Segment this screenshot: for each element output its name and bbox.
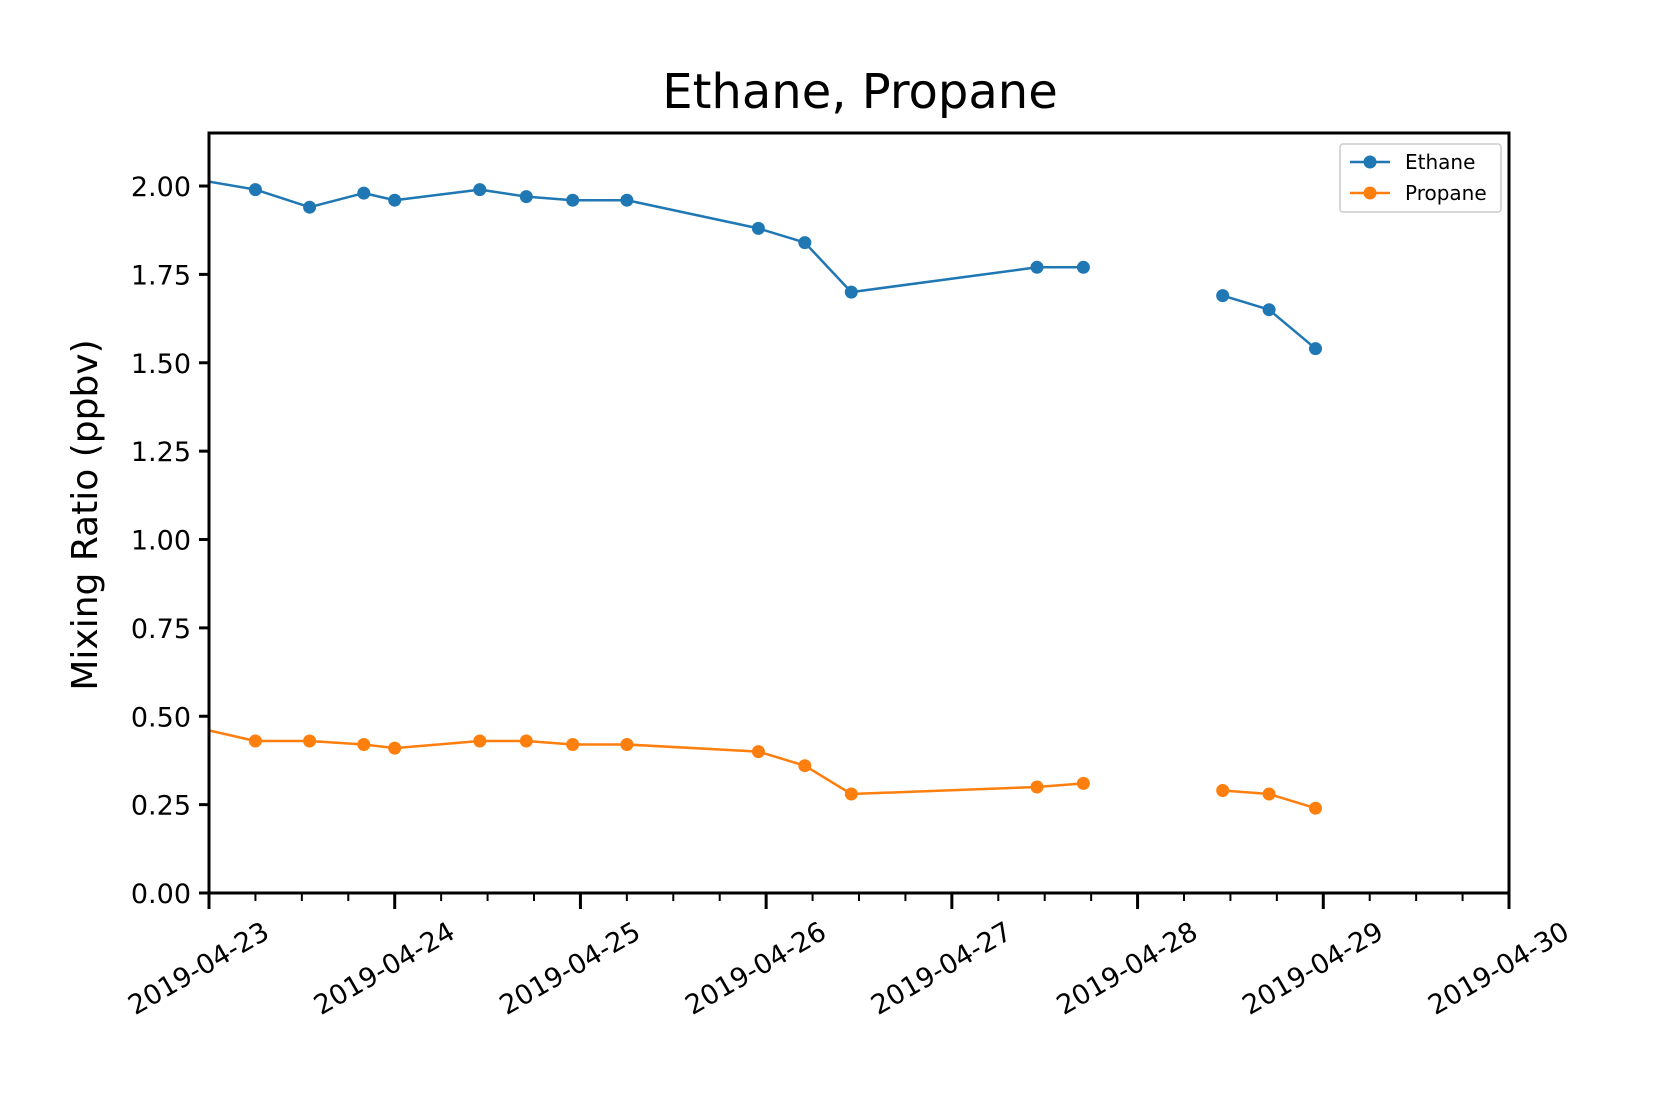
legend: Ethane Propane: [1339, 143, 1502, 213]
data-point-ethane: [519, 190, 533, 204]
data-point-propane: [1262, 787, 1276, 801]
data-point-ethane: [751, 221, 765, 235]
data-point-propane: [798, 759, 812, 773]
data-point-ethane: [1076, 260, 1090, 274]
y-axis-label: Mixing Ratio (ppbv): [65, 339, 106, 690]
y-tick-label: 1.25: [131, 437, 191, 468]
data-point-ethane: [473, 183, 487, 197]
y-tick-label: 2.00: [131, 172, 191, 203]
y-tick-label: 1.50: [131, 349, 191, 380]
data-point-propane: [844, 787, 858, 801]
y-tick-label: 1.75: [131, 260, 191, 291]
data-point-propane: [473, 734, 487, 748]
data-point-propane: [303, 734, 317, 748]
legend-label-ethane: Ethane: [1405, 150, 1475, 174]
series-ethane: [209, 180, 1322, 356]
legend-marker-ethane: [1363, 155, 1377, 169]
data-point-propane: [248, 734, 262, 748]
y-tick-label: 0.50: [131, 702, 191, 733]
data-point-propane: [751, 745, 765, 759]
data-point-ethane: [844, 285, 858, 299]
data-point-propane: [357, 738, 371, 751]
y-tick-label: 0.75: [131, 614, 191, 645]
data-point-ethane: [1216, 289, 1230, 303]
legend-marker-propane: [1363, 186, 1377, 200]
data-point-ethane: [357, 186, 371, 200]
data-point-ethane: [1309, 342, 1322, 356]
y-tick-label: 0.00: [131, 879, 191, 910]
data-point-propane: [1030, 780, 1044, 794]
data-point-ethane: [566, 193, 580, 207]
legend-label-propane: Propane: [1405, 181, 1487, 205]
data-point-propane: [1309, 801, 1322, 815]
data-point-ethane: [248, 183, 262, 197]
data-point-propane: [1076, 776, 1090, 790]
y-tick-label: 0.25: [131, 791, 191, 822]
data-point-propane: [1216, 784, 1230, 797]
y-tick-label: 1.00: [131, 526, 191, 557]
data-point-ethane: [798, 236, 812, 250]
plot-area-frame: [207, 131, 1511, 895]
data-point-ethane: [620, 193, 634, 207]
series-line-ethane: [209, 180, 1084, 294]
data-point-propane: [388, 741, 402, 755]
chart-title: Ethane, Propane: [662, 64, 1057, 120]
data-point-ethane: [1262, 303, 1276, 317]
data-point-ethane: [388, 193, 402, 207]
y-axis-ticks: 0.00 0.25 0.50 0.75 1.00 1.25 1.50 1.75 2.00: [131, 172, 209, 910]
data-point-propane: [519, 734, 533, 748]
data-point-propane: [566, 738, 580, 751]
series-layer: [209, 180, 1322, 815]
data-point-ethane: [1030, 260, 1044, 274]
data-point-ethane: [303, 200, 317, 214]
data-point-propane: [620, 738, 634, 751]
series-line-propane: [209, 729, 1084, 796]
series-propane: [209, 729, 1322, 815]
